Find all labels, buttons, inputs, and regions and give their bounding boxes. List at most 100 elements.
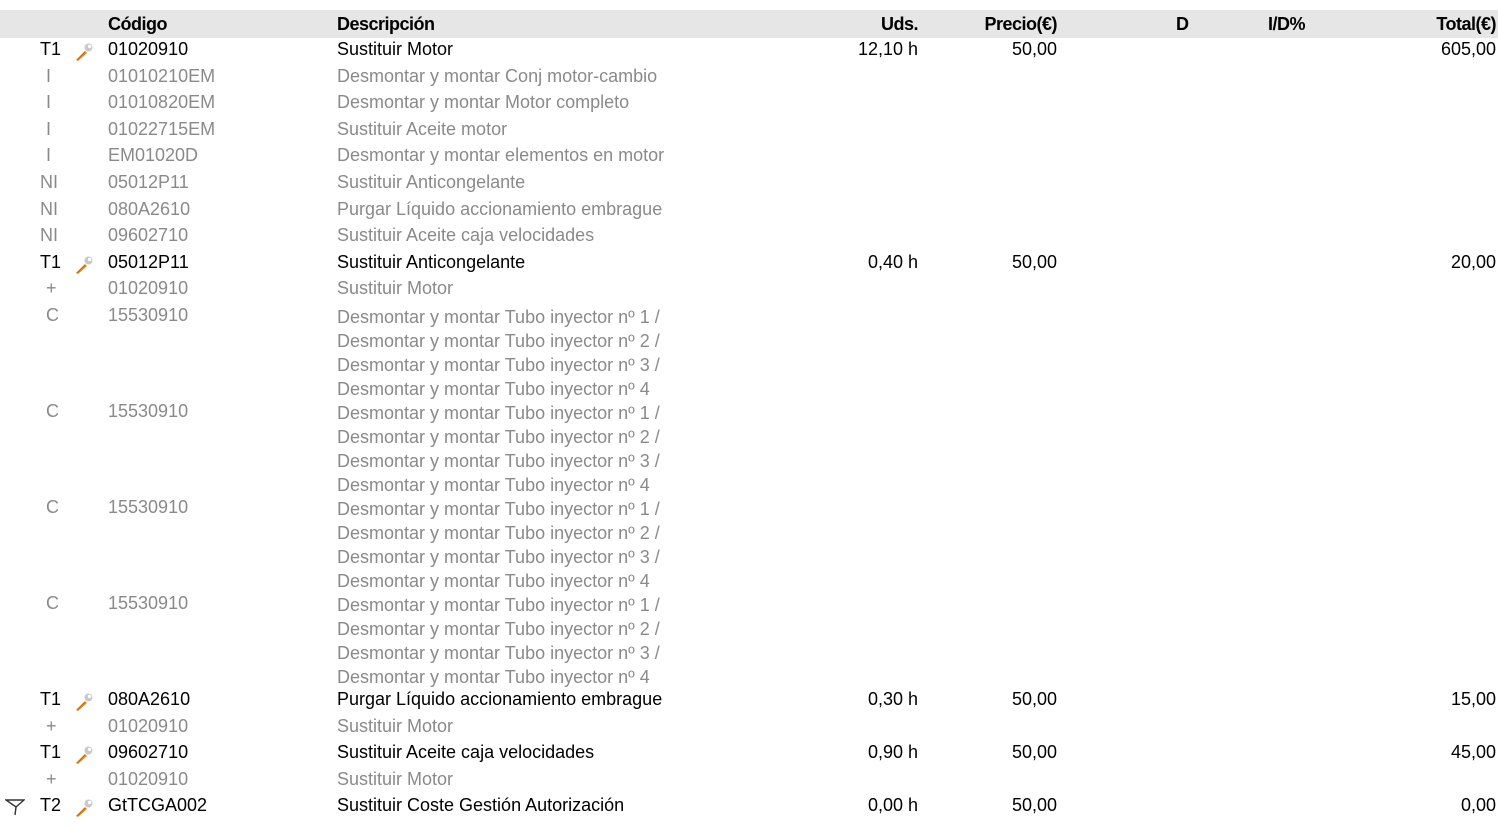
filter-flag-icon[interactable] bbox=[3, 798, 26, 816]
row-units: 0,30 h bbox=[867, 688, 918, 709]
row-type: I bbox=[46, 65, 52, 86]
row-total: 45,00 bbox=[1450, 742, 1496, 763]
description-line: Desmontar y montar Tubo inyector nº 2 / bbox=[337, 618, 660, 639]
row-description: Sustituir Aceite motor bbox=[337, 118, 508, 139]
col-header-total[interactable]: Total(€) bbox=[1436, 14, 1496, 34]
wrench-icon[interactable] bbox=[74, 42, 94, 62]
row-units: 12,10 h bbox=[857, 39, 918, 59]
row-type: C bbox=[46, 400, 59, 421]
col-header-descripcion[interactable]: Descripción bbox=[337, 14, 435, 34]
sub-operation-row[interactable]: I 01022715EM Sustituir Aceite motor bbox=[0, 118, 1498, 145]
description-line: Desmontar y montar Tubo inyector nº 1 / bbox=[337, 594, 660, 615]
sub-operation-row[interactable]: I 01010820EM Desmontar y montar Motor comp… bbox=[0, 91, 1498, 118]
wrench-icon[interactable] bbox=[74, 692, 94, 712]
row-price: 50,00 bbox=[1011, 742, 1057, 763]
row-type: NI bbox=[40, 225, 58, 246]
operation-row[interactable]: T1 05012P11 Sustituir Anticongelante 0,40 h… bbox=[0, 251, 1498, 278]
row-description: Sustituir Motor bbox=[337, 715, 454, 736]
operations-table: T1 01020910 Sustituir Motor 12,10 h 50,00 605… bbox=[0, 38, 1498, 821]
row-description: Desmontar y montar Tubo inyector nº 1 / D… bbox=[337, 497, 660, 593]
sub-operation-row[interactable]: C 15530910 Desmontar y montar Tubo inyecto… bbox=[0, 304, 1498, 400]
row-total: 15,00 bbox=[1450, 688, 1496, 709]
row-total: 605,00 bbox=[1440, 39, 1496, 59]
description-line: Desmontar y montar Tubo inyector nº 4 bbox=[337, 570, 650, 591]
sub-operation-row[interactable]: C 15530910 Desmontar y montar Tubo inyecto… bbox=[0, 592, 1498, 688]
row-description: Sustituir Anticongelante bbox=[337, 251, 526, 272]
operation-row[interactable]: T2 GtTCGA002 Sustituir Coste Gestión Autor… bbox=[0, 794, 1498, 821]
row-code: 01010210EM bbox=[108, 65, 216, 86]
row-description: Sustituir Aceite caja velocidades bbox=[337, 742, 595, 763]
row-type: C bbox=[46, 592, 59, 613]
row-type: I bbox=[46, 145, 52, 166]
sub-operation-row[interactable]: I 01010210EM Desmontar y montar Conj motor… bbox=[0, 65, 1498, 92]
description-line: Desmontar y montar Tubo inyector nº 1 / bbox=[337, 498, 660, 519]
operation-row[interactable]: T1 01020910 Sustituir Motor 12,10 h 50,00 605… bbox=[0, 38, 1498, 65]
row-code: 15530910 bbox=[108, 496, 189, 517]
description-line: Desmontar y montar Tubo inyector nº 4 bbox=[337, 378, 650, 399]
row-code: 15530910 bbox=[108, 304, 189, 325]
wrench-icon[interactable] bbox=[74, 255, 94, 275]
row-code: 01020910 bbox=[108, 768, 189, 789]
sub-operation-row[interactable]: +01020910 Sustituir Motor bbox=[0, 715, 1498, 742]
row-type: + bbox=[46, 715, 57, 736]
sub-operation-row[interactable]: C 15530910 Desmontar y montar Tubo inyecto… bbox=[0, 400, 1498, 496]
description-line: Desmontar y montar Tubo inyector nº 2 / bbox=[337, 522, 660, 543]
row-code: 09602710 bbox=[108, 742, 189, 763]
sub-operation-row[interactable]: NI 05012P11 Sustituir Anticongelante bbox=[0, 171, 1498, 198]
description-line: Desmontar y montar Tubo inyector nº 1 / bbox=[337, 402, 660, 423]
row-code: EM01020D bbox=[108, 145, 199, 166]
row-type: T2 bbox=[40, 795, 62, 816]
table-header: Código Descripción Uds. Precio(€) D I/D%… bbox=[0, 10, 1498, 38]
row-description: Sustituir Anticongelante bbox=[337, 171, 526, 192]
row-code: GtTCGA002 bbox=[108, 795, 208, 816]
description-line: Desmontar y montar Tubo inyector nº 2 / bbox=[337, 330, 660, 351]
row-code: 01020910 bbox=[108, 715, 189, 736]
operation-row[interactable]: T1 080A2610 Purgar Líquido accionamiento e… bbox=[0, 688, 1498, 715]
row-price: 50,00 bbox=[1011, 795, 1057, 816]
row-code: 09602710 bbox=[108, 225, 189, 246]
row-total: 0,00 bbox=[1460, 795, 1496, 816]
description-line: Desmontar y montar Tubo inyector nº 3 / bbox=[337, 546, 660, 567]
row-description: Sustituir Motor bbox=[337, 768, 454, 789]
row-description: Sustituir Coste Gestión Autorización bbox=[337, 795, 625, 816]
sub-operation-row[interactable]: +01020910 Sustituir Motor bbox=[0, 768, 1498, 795]
row-description: Desmontar y montar Tubo inyector nº 1 / D… bbox=[337, 401, 660, 497]
row-description: Purgar Líquido accionamiento embrague bbox=[337, 688, 663, 709]
sub-operation-row[interactable]: NI 080A2610 Purgar Líquido accionamiento e… bbox=[0, 198, 1498, 225]
row-code: 01020910 bbox=[108, 39, 189, 59]
row-type: I bbox=[46, 118, 52, 139]
row-code: 15530910 bbox=[108, 592, 189, 613]
sub-operation-row[interactable]: I EM01020D Desmontar y montar elementos en… bbox=[0, 144, 1498, 171]
col-header-id-pct[interactable]: I/D% bbox=[1268, 14, 1306, 34]
sub-operation-row[interactable]: NI 09602710 Sustituir Aceite caja velocida… bbox=[0, 224, 1498, 251]
operation-row[interactable]: T1 09602710 Sustituir Aceite caja velocida… bbox=[0, 741, 1498, 768]
col-header-precio[interactable]: Precio(€) bbox=[984, 14, 1057, 34]
description-line: Desmontar y montar Tubo inyector nº 3 / bbox=[337, 642, 660, 663]
row-code: 05012P11 bbox=[108, 251, 189, 272]
wrench-icon[interactable] bbox=[74, 745, 94, 765]
row-description: Desmontar y montar Tubo inyector nº 1 / D… bbox=[337, 305, 660, 401]
sub-operation-row[interactable]: +01020910 Sustituir Motor bbox=[0, 277, 1498, 304]
description-line: Desmontar y montar Tubo inyector nº 4 bbox=[337, 474, 650, 495]
row-description: Sustituir Motor bbox=[337, 278, 454, 299]
col-header-d[interactable]: D bbox=[1176, 14, 1189, 34]
row-units: 0,00 h bbox=[867, 795, 918, 816]
row-type: + bbox=[46, 278, 57, 299]
row-type: + bbox=[46, 768, 57, 789]
description-line: Desmontar y montar Tubo inyector nº 2 / bbox=[337, 426, 660, 447]
row-type: C bbox=[46, 496, 59, 517]
row-description: Desmontar y montar Motor completo bbox=[337, 92, 630, 113]
row-type: T1 bbox=[40, 742, 62, 763]
row-description: Sustituir Aceite caja velocidades bbox=[337, 225, 595, 246]
col-header-uds[interactable]: Uds. bbox=[880, 14, 919, 34]
col-header-codigo[interactable]: Código bbox=[108, 14, 167, 34]
row-code: 080A2610 bbox=[108, 198, 191, 219]
row-type: T1 bbox=[40, 39, 62, 59]
sub-operation-row[interactable]: C 15530910 Desmontar y montar Tubo inyecto… bbox=[0, 496, 1498, 592]
row-type: T1 bbox=[40, 251, 62, 272]
row-price: 50,00 bbox=[1011, 39, 1057, 59]
row-type: C bbox=[46, 304, 59, 325]
description-line: Desmontar y montar Tubo inyector nº 3 / bbox=[337, 450, 660, 471]
row-description: Sustituir Motor bbox=[337, 39, 454, 59]
wrench-icon[interactable] bbox=[74, 798, 94, 818]
